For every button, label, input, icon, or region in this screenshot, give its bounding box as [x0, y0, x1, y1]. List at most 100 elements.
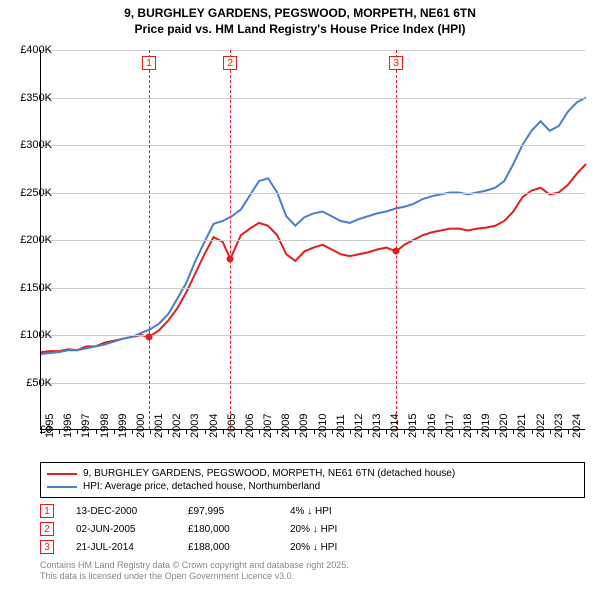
x-axis-label: 2012	[353, 414, 365, 438]
legend-label: 9, BURGHLEY GARDENS, PEGSWOOD, MORPETH, …	[83, 468, 455, 479]
gridline	[41, 288, 585, 289]
x-tick	[150, 429, 151, 434]
sale-vline	[396, 50, 397, 429]
series-line-hpi	[41, 98, 586, 355]
footer-line2: This data is licensed under the Open Gov…	[40, 571, 349, 582]
x-tick	[168, 429, 169, 434]
x-axis-label: 2009	[298, 414, 310, 438]
x-tick	[332, 429, 333, 434]
x-axis-label: 2000	[135, 414, 147, 438]
event-index-box: 1	[40, 504, 54, 518]
x-tick	[223, 429, 224, 434]
y-axis-label: £300K	[2, 139, 52, 151]
x-axis-label: 1998	[99, 414, 111, 438]
legend-swatch	[47, 473, 77, 475]
gridline	[41, 335, 585, 336]
sale-events-table: 113-DEC-2000£97,9954% ↓ HPI202-JUN-2005£…	[40, 502, 585, 556]
x-axis-label: 2004	[208, 414, 220, 438]
chart-legend: 9, BURGHLEY GARDENS, PEGSWOOD, MORPETH, …	[40, 462, 585, 498]
y-axis-label: £100K	[2, 329, 52, 341]
event-row: 321-JUL-2014£188,00020% ↓ HPI	[40, 538, 585, 556]
x-axis-label: 2024	[571, 414, 583, 438]
legend-label: HPI: Average price, detached house, Nort…	[83, 481, 320, 492]
event-row: 2 02-JUN-2005 £180,000 20% ↓ HPI	[40, 520, 585, 538]
event-delta: 20% ↓ HPI	[290, 542, 390, 553]
y-axis-label: £250K	[2, 187, 52, 199]
chart-title: 9, BURGHLEY GARDENS, PEGSWOOD, MORPETH, …	[0, 0, 600, 37]
x-tick	[132, 429, 133, 434]
sale-dot	[146, 333, 153, 340]
x-axis-label: 2023	[553, 414, 565, 438]
x-tick	[350, 429, 351, 434]
x-tick	[550, 429, 551, 434]
x-tick	[477, 429, 478, 434]
x-axis-label: 1996	[62, 414, 74, 438]
sale-marker-box: 3	[389, 56, 403, 70]
event-date: 13-DEC-2000	[76, 506, 166, 517]
x-tick	[568, 429, 569, 434]
x-tick	[295, 429, 296, 434]
sale-marker-box: 1	[142, 56, 156, 70]
x-tick	[459, 429, 460, 434]
sale-vline	[149, 50, 150, 429]
event-delta: 4% ↓ HPI	[290, 506, 390, 517]
x-axis-label: 1995	[44, 414, 56, 438]
title-line1: 9, BURGHLEY GARDENS, PEGSWOOD, MORPETH, …	[0, 6, 600, 22]
sale-dot	[227, 256, 234, 263]
x-axis-label: 2013	[371, 414, 383, 438]
x-tick	[241, 429, 242, 434]
x-tick	[441, 429, 442, 434]
x-axis-label: 2006	[244, 414, 256, 438]
x-tick	[205, 429, 206, 434]
x-axis-label: 1999	[117, 414, 129, 438]
x-axis-label: 2011	[335, 414, 347, 438]
event-delta: 20% ↓ HPI	[290, 524, 390, 535]
x-axis-label: 2010	[317, 414, 329, 438]
event-price: £180,000	[188, 524, 268, 535]
x-axis-label: 2019	[480, 414, 492, 438]
x-tick	[59, 429, 60, 434]
x-tick	[96, 429, 97, 434]
x-axis-label: 2001	[153, 414, 165, 438]
x-axis-label: 2018	[462, 414, 474, 438]
x-tick	[386, 429, 387, 434]
legend-swatch	[47, 486, 77, 488]
x-axis-label: 2021	[516, 414, 528, 438]
y-axis-label: £350K	[2, 92, 52, 104]
legend-row: 9, BURGHLEY GARDENS, PEGSWOOD, MORPETH, …	[47, 467, 578, 480]
gridline	[41, 193, 585, 194]
x-tick	[259, 429, 260, 434]
x-tick	[495, 429, 496, 434]
x-axis-label: 2005	[226, 414, 238, 438]
y-axis-label: £400K	[2, 44, 52, 56]
gridline	[41, 145, 585, 146]
event-date: 02-JUN-2005	[76, 524, 166, 535]
footer-attribution: Contains HM Land Registry data © Crown c…	[40, 560, 349, 582]
x-axis-label: 2008	[280, 414, 292, 438]
gridline	[41, 98, 585, 99]
gridline	[41, 240, 585, 241]
x-axis-label: 2014	[389, 414, 401, 438]
event-index-box: 3	[40, 540, 54, 554]
x-tick	[277, 429, 278, 434]
x-tick	[368, 429, 369, 434]
x-axis-label: 2016	[426, 414, 438, 438]
event-index-box: 2	[40, 522, 54, 536]
x-tick	[186, 429, 187, 434]
event-row: 113-DEC-2000£97,9954% ↓ HPI	[40, 502, 585, 520]
x-axis-label: 1997	[80, 414, 92, 438]
x-tick	[77, 429, 78, 434]
y-axis-label: £150K	[2, 282, 52, 294]
x-axis-label: 2002	[171, 414, 183, 438]
x-tick	[404, 429, 405, 434]
chart-plot-area: 1 2 3	[40, 50, 585, 430]
x-tick	[114, 429, 115, 434]
gridline	[41, 50, 585, 51]
sale-dot	[393, 248, 400, 255]
footer-line1: Contains HM Land Registry data © Crown c…	[40, 560, 349, 571]
x-tick	[532, 429, 533, 434]
x-axis-label: 2022	[535, 414, 547, 438]
x-tick	[513, 429, 514, 434]
sale-marker-box: 2	[223, 56, 237, 70]
y-axis-label: £50K	[2, 377, 52, 389]
